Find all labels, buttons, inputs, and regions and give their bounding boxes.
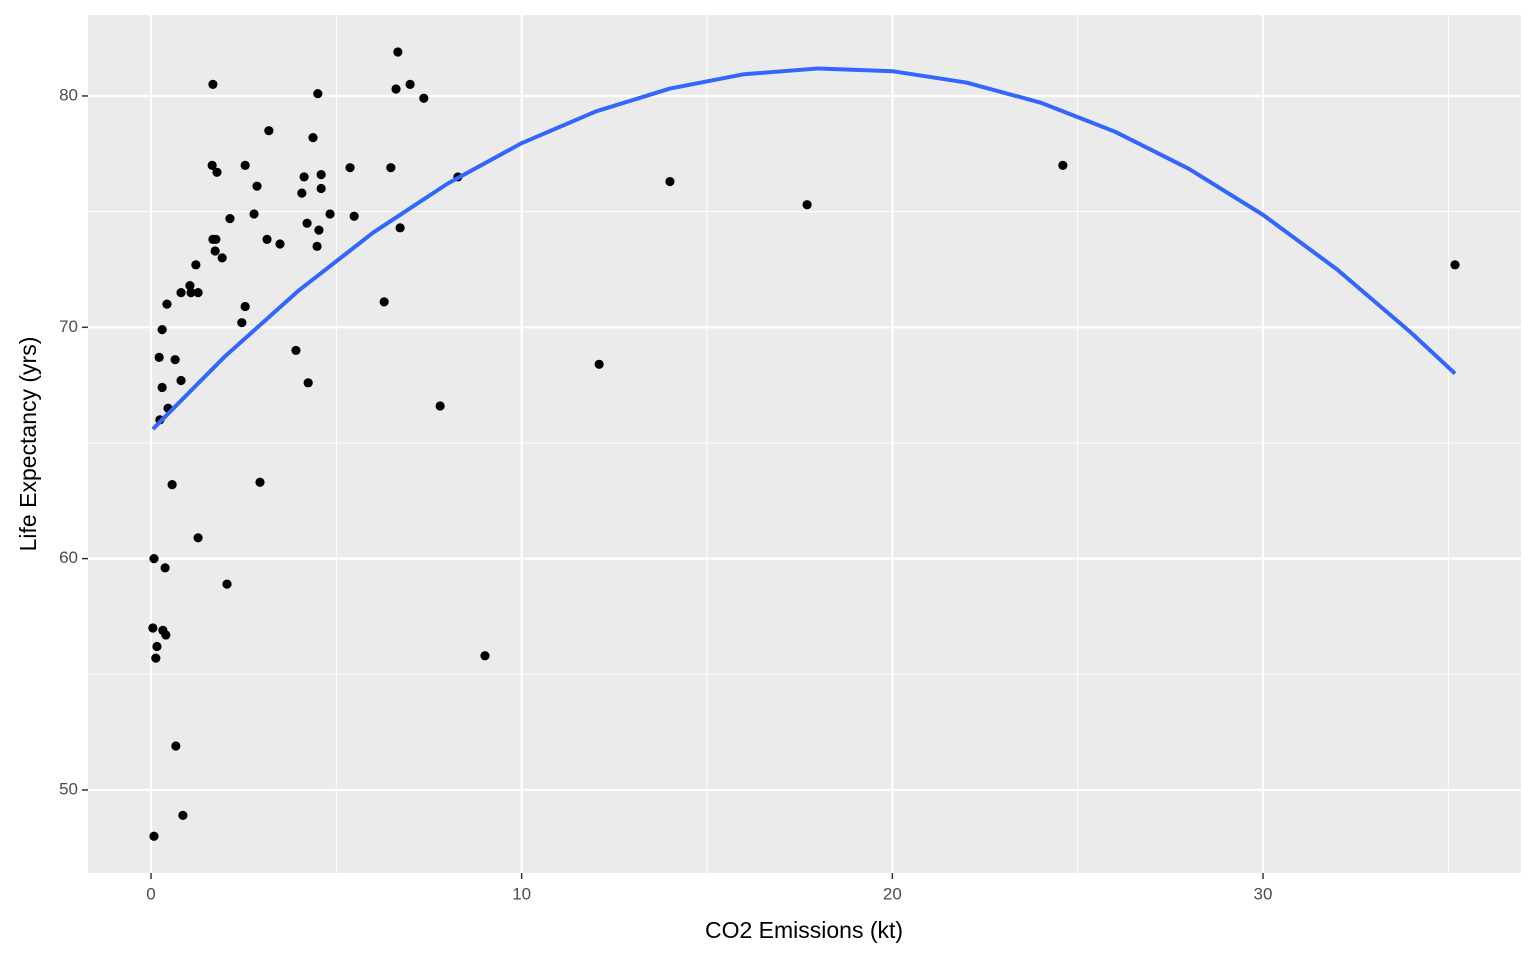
y-axis-title: Life Expectancy (yrs) bbox=[15, 337, 41, 552]
data-point bbox=[262, 234, 272, 244]
data-point bbox=[314, 225, 324, 235]
plot-panel bbox=[88, 15, 1521, 873]
data-point bbox=[291, 345, 301, 356]
data-point bbox=[240, 301, 250, 312]
data-point bbox=[802, 200, 812, 210]
data-point bbox=[308, 133, 318, 143]
data-point bbox=[665, 176, 675, 187]
data-point bbox=[148, 623, 158, 633]
data-point bbox=[157, 325, 167, 335]
data-point bbox=[419, 93, 429, 103]
x-tick-label: 20 bbox=[883, 884, 902, 903]
x-tick-label: 10 bbox=[512, 884, 531, 903]
data-point bbox=[345, 163, 355, 173]
data-point bbox=[391, 84, 401, 94]
data-point bbox=[162, 299, 172, 309]
data-point bbox=[170, 355, 180, 365]
data-point bbox=[176, 375, 186, 386]
data-point bbox=[193, 287, 203, 298]
data-point bbox=[302, 218, 312, 228]
data-point bbox=[252, 181, 262, 191]
data-point bbox=[160, 563, 170, 573]
data-point bbox=[222, 579, 232, 589]
data-point bbox=[212, 167, 222, 177]
data-point bbox=[157, 382, 167, 393]
data-point bbox=[1058, 160, 1068, 170]
data-point bbox=[297, 188, 307, 198]
data-point bbox=[303, 378, 313, 388]
data-point bbox=[193, 533, 203, 543]
data-point bbox=[210, 246, 220, 256]
x-tick-label: 0 bbox=[146, 884, 155, 903]
data-point bbox=[379, 297, 389, 307]
fit-line bbox=[151, 66, 1457, 431]
data-point bbox=[191, 260, 201, 270]
data-point bbox=[316, 183, 326, 194]
data-point bbox=[149, 554, 159, 564]
data-point bbox=[240, 160, 250, 170]
data-point bbox=[185, 281, 195, 291]
data-point bbox=[161, 630, 171, 640]
data-point bbox=[299, 172, 309, 182]
data-point bbox=[154, 352, 164, 362]
data-point bbox=[171, 741, 181, 751]
data-point bbox=[186, 287, 196, 298]
data-point bbox=[152, 641, 162, 652]
data-point bbox=[264, 126, 274, 136]
data-point bbox=[208, 234, 218, 244]
y-tick-label: 50 bbox=[59, 779, 78, 798]
data-point bbox=[393, 47, 403, 57]
data-point bbox=[312, 241, 322, 251]
data-point bbox=[275, 239, 285, 249]
data-point bbox=[1450, 260, 1460, 270]
y-tick-label: 60 bbox=[59, 548, 78, 567]
data-point bbox=[249, 209, 259, 219]
data-point bbox=[316, 170, 326, 180]
y-tick-label: 80 bbox=[59, 85, 78, 104]
x-axis-title: CO2 Emissions (kt) bbox=[705, 917, 903, 943]
data-point bbox=[178, 810, 188, 820]
data-point bbox=[435, 401, 445, 411]
data-point bbox=[176, 287, 186, 298]
data-point bbox=[594, 359, 604, 369]
data-point bbox=[208, 79, 218, 89]
data-point bbox=[255, 477, 265, 487]
data-point bbox=[313, 89, 323, 99]
data-point bbox=[217, 253, 227, 263]
y-tick-label: 70 bbox=[59, 317, 78, 336]
data-point bbox=[225, 213, 235, 224]
data-point bbox=[237, 318, 247, 328]
data-point bbox=[207, 160, 217, 170]
data-point bbox=[349, 211, 359, 221]
data-point bbox=[395, 223, 405, 233]
data-point bbox=[386, 163, 396, 173]
data-point bbox=[149, 831, 159, 841]
data-point bbox=[151, 653, 161, 663]
data-point bbox=[167, 479, 177, 490]
data-point bbox=[325, 209, 335, 219]
data-point bbox=[405, 79, 415, 89]
data-point bbox=[480, 651, 490, 661]
x-tick-label: 30 bbox=[1254, 884, 1273, 903]
